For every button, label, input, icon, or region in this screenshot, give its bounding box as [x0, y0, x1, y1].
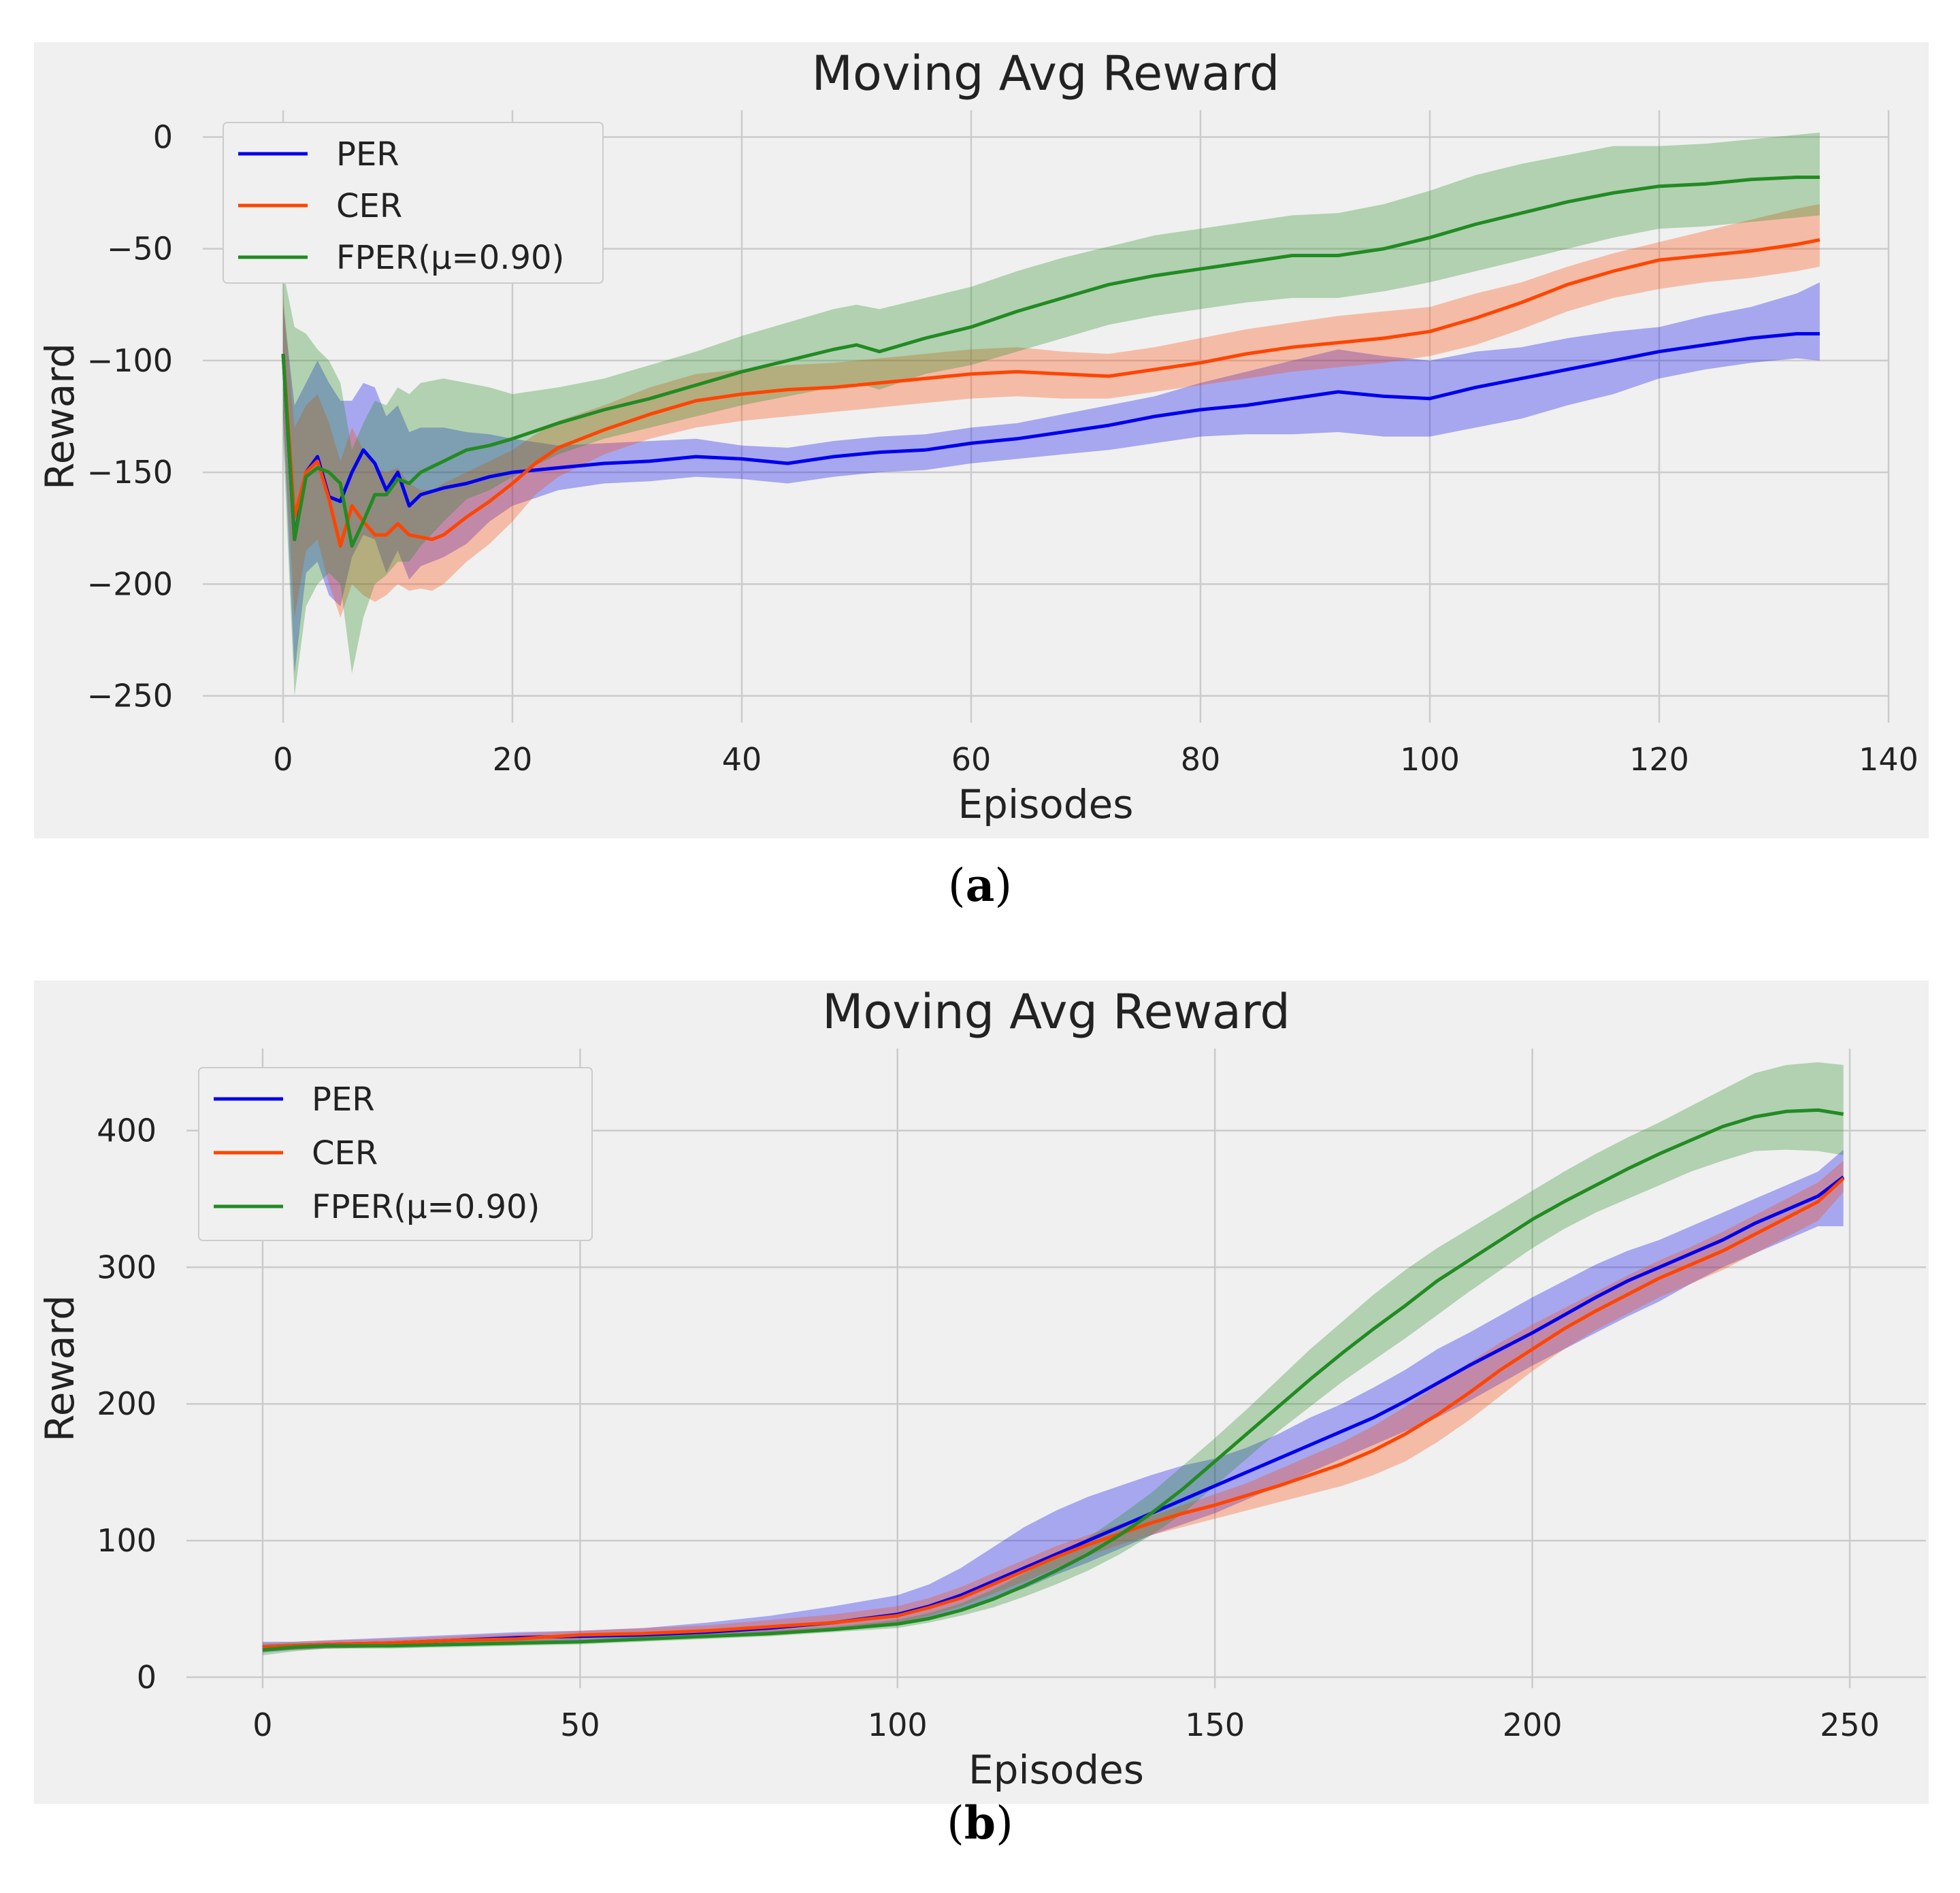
- chart-a-ytick-label: 0: [153, 118, 173, 155]
- chart-a-xtick-label: 120: [1629, 741, 1689, 778]
- chart-b-ytick-label: 200: [97, 1385, 157, 1422]
- chart-a-ylabel: Reward: [37, 343, 83, 490]
- chart-a-legend-label-fper-0-90: FPER(μ=0.90): [336, 239, 564, 277]
- chart-b-xtick-label: 0: [252, 1707, 272, 1743]
- chart-a-legend-box: [223, 122, 604, 284]
- chart-b-line-fper-0-90: [262, 1108, 1844, 1652]
- chart-a-line-cer: [281, 238, 1820, 548]
- chart-b-ytick-label: 100: [97, 1522, 157, 1559]
- chart-b-band-fper-0-90: [262, 1062, 1844, 1656]
- chart-b: 0 50 100 150 200 250 0 100 200 300 400 Moving Avg R…: [34, 981, 1929, 1804]
- chart-a-xtick-label: 140: [1859, 741, 1918, 778]
- chart-a-legend-label-cer: CER: [336, 187, 402, 225]
- chart-b-xlabel: Episodes: [968, 1747, 1144, 1793]
- chart-b-xtick-label: 100: [868, 1707, 928, 1743]
- chart-a-xtick-label: 60: [951, 741, 992, 778]
- chart-a-xtick-label: 100: [1400, 741, 1460, 778]
- chart-a-xtick-label: 80: [1181, 741, 1221, 778]
- caption-a: (a): [947, 859, 1013, 912]
- chart-b-legend-label-per: PER: [312, 1081, 375, 1119]
- chart-a-legend: PER CER FPER(μ=0.90): [223, 122, 604, 284]
- chart-b-xtick-label: 200: [1503, 1707, 1563, 1743]
- chart-a: 0 20 40 60 80 100 120 140 0 −50 −100 −150 −200 −250 Mo…: [34, 42, 1929, 838]
- chart-b-ytick-label: 400: [97, 1113, 157, 1149]
- chart-b-xtick-label: 50: [560, 1707, 600, 1743]
- caption-b: (b): [947, 1796, 1013, 1849]
- chart-a-ytick-label: −100: [87, 342, 173, 379]
- chart-b-legend: PER CER FPER(μ=0.90): [198, 1067, 593, 1241]
- chart-b-band-cer: [262, 1160, 1844, 1651]
- caption-b-label: b: [964, 1796, 996, 1849]
- chart-b-xtick-label: 150: [1185, 1707, 1245, 1743]
- chart-a-xtick-label: 0: [273, 741, 293, 778]
- chart-a-xtick-label: 40: [722, 741, 762, 778]
- chart-a-ytick-label: −200: [87, 565, 173, 602]
- chart-a-line-fper-0-90: [281, 176, 1820, 548]
- chart-a-band-per: [283, 282, 1820, 674]
- chart-a-xlabel: Episodes: [958, 781, 1134, 827]
- chart-b-ytick-label: 300: [97, 1249, 157, 1285]
- chart-b-legend-box: [198, 1067, 593, 1241]
- chart-a-legend-label-per: PER: [336, 135, 399, 174]
- chart-a-ytick-label: −150: [87, 454, 173, 491]
- chart-a-title: Moving Avg Reward: [812, 46, 1280, 101]
- chart-b-legend-label-cer: CER: [312, 1134, 378, 1172]
- chart-b-ylabel: Reward: [37, 1295, 83, 1442]
- chart-b-title: Moving Avg Reward: [822, 984, 1290, 1040]
- chart-b-band-per: [262, 1149, 1844, 1653]
- chart-b-legend-label-fper-0-90: FPER(μ=0.90): [312, 1188, 540, 1226]
- chart-a-band-cer: [283, 204, 1820, 618]
- chart-a-line-per: [281, 332, 1820, 542]
- chart-a-band-fper-0-90: [283, 132, 1820, 696]
- chart-b-xtick-label: 250: [1820, 1707, 1880, 1743]
- chart-b-ytick-label: 0: [137, 1659, 157, 1696]
- chart-a-ytick-label: −50: [107, 231, 173, 267]
- caption-a-label: a: [965, 859, 995, 912]
- chart-a-ytick-label: −250: [87, 678, 173, 714]
- chart-a-xtick-label: 20: [493, 741, 533, 778]
- chart-b-line-cer: [262, 1176, 1845, 1649]
